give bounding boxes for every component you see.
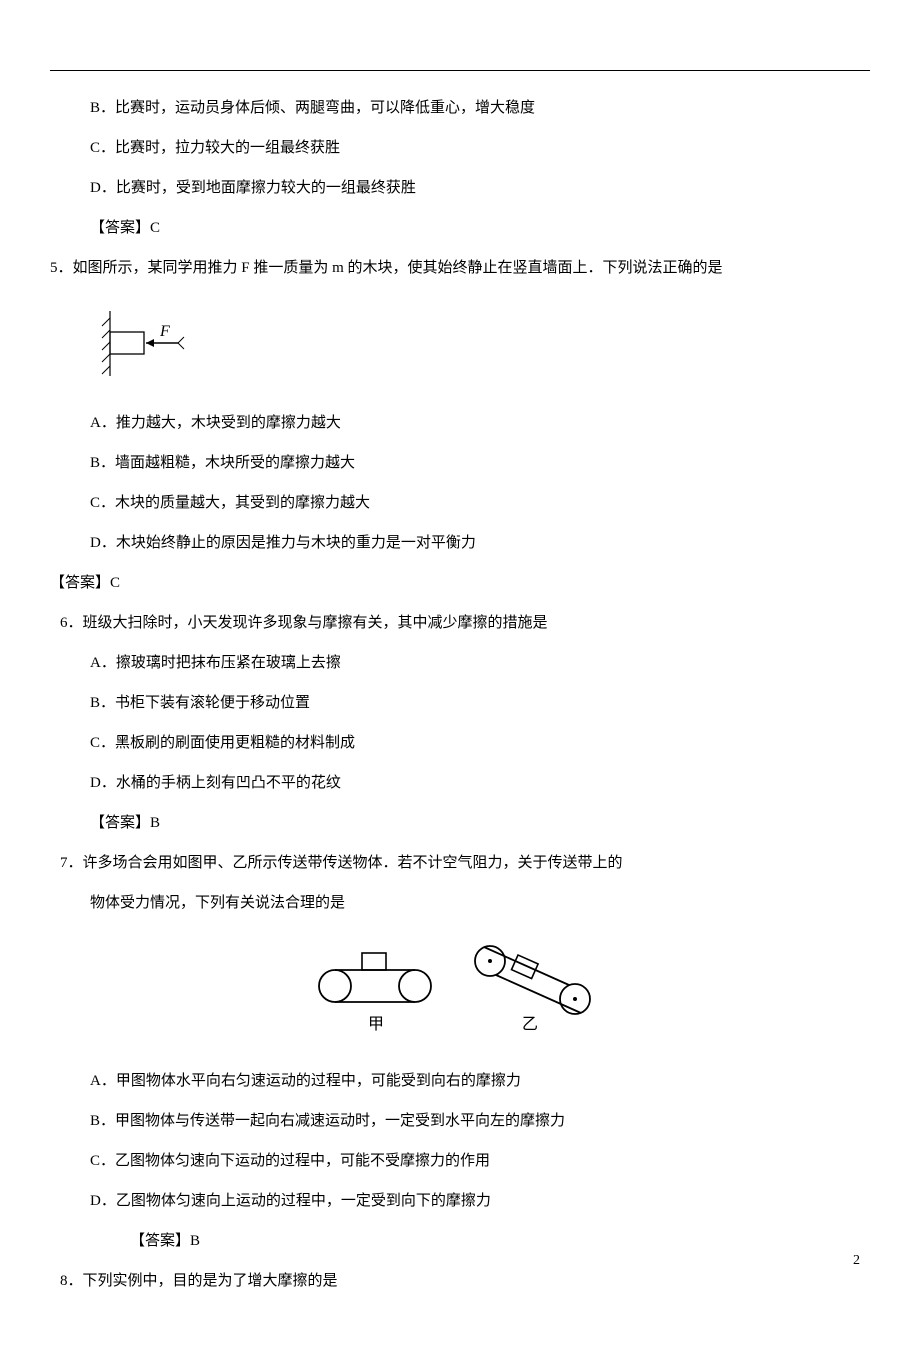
q5-option-a: A．推力越大，木块受到的摩擦力越大 (90, 411, 870, 435)
top-divider (50, 70, 870, 71)
q7-stem-line1: 7．许多场合会用如图甲、乙所示传送带传送物体．若不计空气阻力，关于传送带上的 (60, 851, 870, 875)
q5-option-b: B．墙面越粗糙，木块所受的摩擦力越大 (90, 451, 870, 475)
q6-option-b: B．书柜下装有滚轮便于移动位置 (90, 691, 870, 715)
q7-answer: 【答案】B (130, 1229, 870, 1253)
q6-answer: 【答案】B (90, 811, 870, 835)
q6-option-a: A．擦玻璃时把抹布压紧在玻璃上去擦 (90, 651, 870, 675)
q6-stem: 6．班级大扫除时，小天发现许多现象与摩擦有关，其中减少摩擦的措施是 (60, 611, 870, 635)
q7-stem-line2: 物体受力情况，下列有关说法合理的是 (90, 891, 870, 915)
q7-option-b: B．甲图物体与传送带一起向右减速运动时，一定受到水平向左的摩擦力 (90, 1109, 870, 1133)
q6-option-d: D．水桶的手柄上刻有凹凸不平的花纹 (90, 771, 870, 795)
q5-option-d: D．木块始终静止的原因是推力与木块的重力是一对平衡力 (90, 531, 870, 555)
prev-option-c: C．比赛时，拉力较大的一组最终获胜 (90, 136, 870, 160)
q6-option-c: C．黑板刷的刷面使用更粗糙的材料制成 (90, 731, 870, 755)
prev-option-d: D．比赛时，受到地面摩擦力较大的一组最终获胜 (90, 176, 870, 200)
q7-diagram: 甲 乙 (50, 931, 870, 1049)
q5-stem: 5．如图所示，某同学用推力 F 推一质量为 m 的木块，使其始终静止在竖直墙面上… (50, 256, 870, 280)
svg-text:甲: 甲 (368, 1016, 384, 1033)
q5-diagram: F (100, 296, 870, 399)
q5-answer: 【答案】C (50, 571, 870, 595)
q7-option-c: C．乙图物体匀速向下运动的过程中，可能不受摩擦力的作用 (90, 1149, 870, 1173)
prev-answer: 【答案】C (90, 216, 870, 240)
q7-option-d: D．乙图物体匀速向上运动的过程中，一定受到向下的摩擦力 (90, 1189, 870, 1213)
q5-option-c: C．木块的质量越大，其受到的摩擦力越大 (90, 491, 870, 515)
prev-option-b: B．比赛时，运动员身体后倾、两腿弯曲，可以降低重心，增大稳度 (90, 96, 870, 120)
q7-option-a: A．甲图物体水平向右匀速运动的过程中，可能受到向右的摩擦力 (90, 1069, 870, 1093)
svg-text:F: F (159, 323, 170, 340)
svg-text:乙: 乙 (522, 1016, 538, 1033)
q8-stem: 8．下列实例中，目的是为了增大摩擦的是 (60, 1269, 870, 1293)
page-number: 2 (853, 1250, 860, 1272)
